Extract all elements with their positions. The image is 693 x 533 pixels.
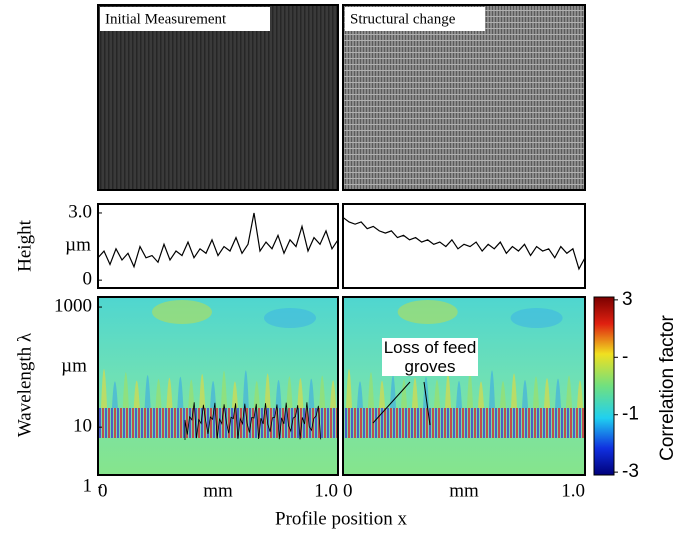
blob	[397, 300, 458, 324]
tongue	[286, 376, 293, 408]
x-tick-label: 1.0	[314, 480, 338, 501]
y-tick-label: 10	[73, 416, 92, 437]
frame	[342, 203, 586, 289]
y-tick-label: 1	[83, 476, 93, 497]
tongue	[177, 376, 184, 408]
colorbar-label: Correlation factor	[657, 314, 678, 460]
tongue	[330, 380, 337, 408]
scribbles	[184, 402, 322, 440]
colorbar-tick-label: -	[622, 346, 628, 367]
label-bg	[345, 7, 485, 31]
blob	[264, 308, 316, 328]
y-tick-label: 1000	[54, 295, 92, 316]
tongue	[478, 381, 484, 408]
profile-line	[342, 216, 586, 271]
heatmap-band	[343, 408, 585, 438]
tongue	[199, 373, 206, 408]
tongue	[188, 379, 195, 408]
tongue	[456, 381, 462, 408]
y-label: Height	[14, 219, 35, 271]
tongue	[577, 380, 583, 408]
x-tick-label: 1.0	[561, 480, 585, 501]
tongue	[533, 376, 539, 408]
y-unit: µm	[61, 355, 87, 376]
tongue	[467, 370, 473, 408]
tongue	[101, 369, 107, 408]
tongue	[319, 375, 326, 408]
tongue	[308, 378, 315, 408]
tongue	[489, 370, 495, 408]
tongue	[500, 381, 506, 408]
arrow	[372, 381, 411, 424]
tongue	[122, 372, 129, 408]
label-bg	[100, 7, 270, 31]
tongue	[346, 369, 352, 408]
texture	[346, 300, 583, 408]
tongue	[210, 381, 217, 408]
tongue	[275, 379, 282, 408]
tongue	[144, 375, 151, 408]
y-tick-label: 3.0	[68, 201, 92, 222]
tongue	[111, 381, 118, 408]
colorbar-tick-label: -3	[622, 461, 639, 482]
y-unit: µm	[65, 234, 91, 255]
texture	[101, 300, 337, 408]
tongue	[221, 370, 227, 408]
tongue	[166, 377, 173, 408]
blob	[152, 300, 212, 324]
tongue	[445, 373, 451, 408]
x-tick-label: 0	[343, 480, 353, 501]
tongue	[133, 380, 140, 408]
tongue	[522, 379, 528, 408]
tongue	[264, 373, 271, 408]
tongue	[231, 381, 238, 408]
x-unit: mm	[203, 480, 233, 501]
tongue	[242, 370, 249, 408]
x-tick-label: 0	[98, 480, 108, 501]
y-label: Wavelength λ	[14, 332, 35, 437]
profile-line	[97, 212, 339, 269]
colorbar-tick-label: 3	[622, 289, 633, 310]
tongue	[555, 378, 561, 408]
tongue	[434, 379, 440, 408]
tongue	[297, 378, 304, 408]
tongue	[566, 375, 572, 408]
tongue	[544, 378, 550, 408]
x-unit: mm	[449, 480, 479, 501]
tongue	[379, 380, 385, 408]
y-tick-label: 0	[83, 269, 93, 290]
arrow	[423, 381, 431, 426]
image-label: Structural change	[350, 11, 456, 27]
micrograph-initial	[97, 4, 339, 191]
frame	[342, 296, 586, 476]
micrograph-changed	[342, 4, 586, 191]
tongue	[401, 378, 407, 408]
frame	[97, 296, 339, 476]
colorbar	[593, 296, 615, 476]
tongue	[155, 378, 162, 408]
blob	[510, 308, 563, 328]
tongue	[253, 381, 260, 408]
tongue	[412, 377, 418, 408]
x-label: Profile position x	[275, 508, 407, 529]
tongue	[511, 373, 517, 408]
colorbar-tick-label: -1	[622, 404, 639, 425]
frame	[97, 203, 339, 289]
scribble	[184, 402, 322, 440]
tongue	[368, 372, 374, 408]
heatmap-texture	[101, 300, 583, 440]
image-label: Initial Measurement	[105, 11, 227, 27]
annotation: Loss of feed groves	[382, 338, 478, 376]
tongue	[357, 381, 363, 408]
